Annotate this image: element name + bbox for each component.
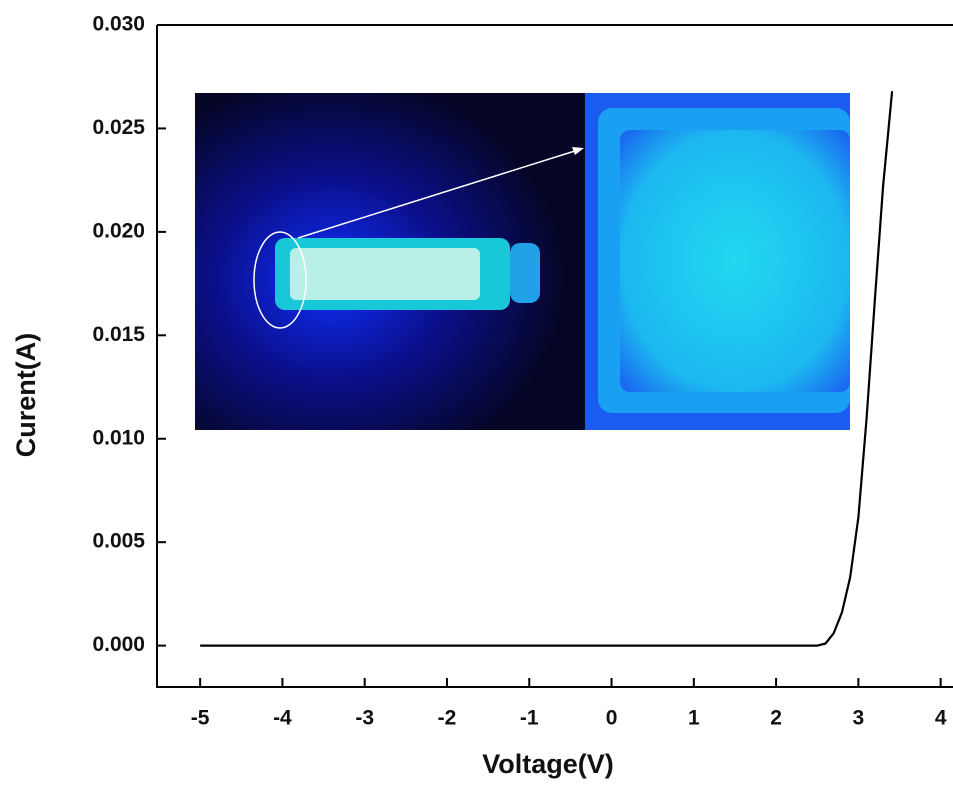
x-tick-label: 0 bbox=[606, 707, 618, 730]
y-tick-label: 0.020 bbox=[92, 219, 145, 242]
x-tick-label: -3 bbox=[355, 707, 374, 730]
x-tick-label: 4 bbox=[935, 707, 947, 730]
y-tick-label: 0.030 bbox=[92, 13, 145, 36]
y-tick-label: 0.015 bbox=[92, 323, 145, 346]
inset-photo bbox=[195, 93, 850, 430]
x-tick-label: 3 bbox=[853, 707, 865, 730]
x-tick-label: -5 bbox=[191, 707, 210, 730]
x-tick-label: -2 bbox=[438, 707, 457, 730]
y-tick-label: 0.025 bbox=[92, 116, 145, 139]
y-tick-label: 0.005 bbox=[92, 530, 145, 553]
y-axis-title: Curent(A) bbox=[11, 333, 41, 457]
x-axis-title: Voltage(V) bbox=[482, 749, 614, 779]
x-tick-label: 1 bbox=[688, 707, 700, 730]
x-tick-label: -1 bbox=[520, 707, 539, 730]
line bbox=[200, 91, 894, 647]
x-tick-label: -4 bbox=[273, 707, 292, 730]
y-tick-label: 0.000 bbox=[92, 633, 145, 656]
y-tick-label: 0.010 bbox=[92, 426, 145, 449]
x-tick-label: 2 bbox=[770, 707, 782, 730]
